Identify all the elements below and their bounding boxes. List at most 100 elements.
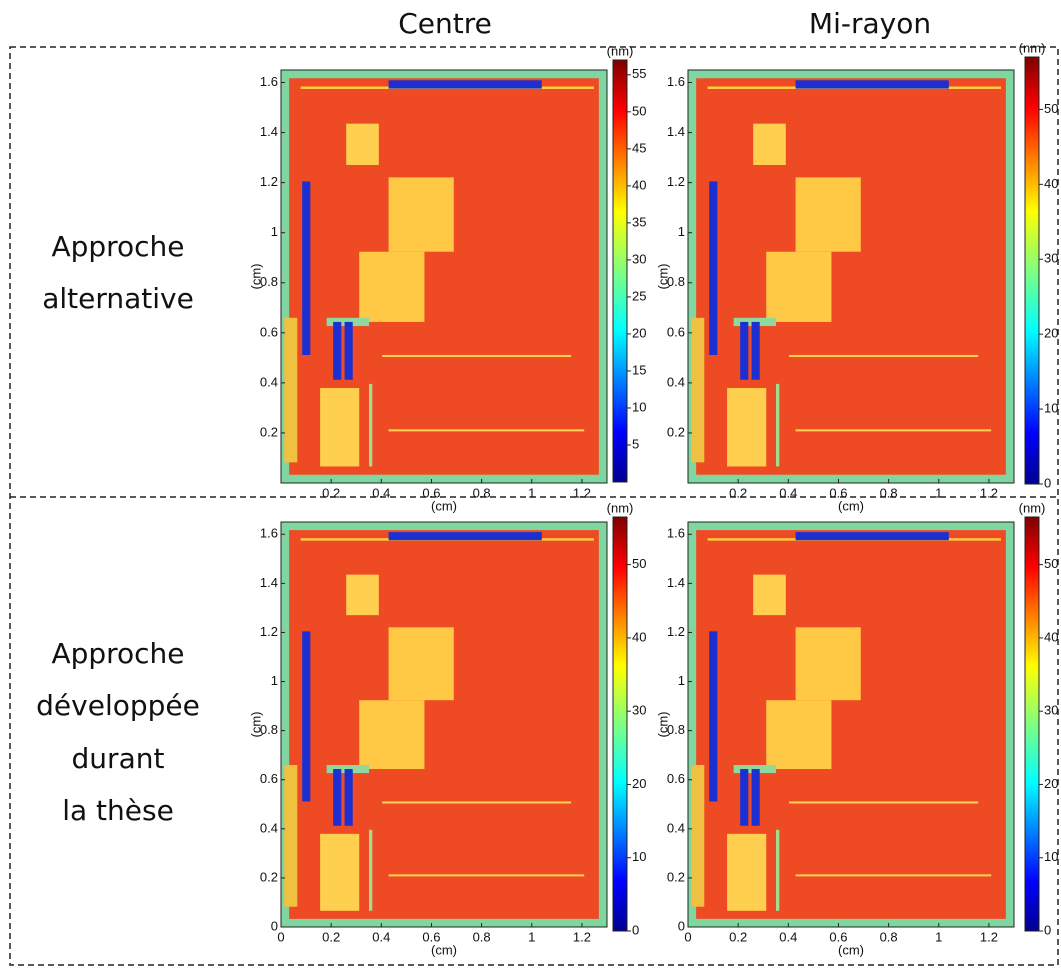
y-tick-label: 0.8 — [260, 722, 278, 737]
map-feature — [688, 70, 1014, 79]
y-tick-label: 0.2 — [260, 424, 278, 439]
map-feature — [727, 833, 767, 911]
map-feature — [1005, 522, 1014, 927]
colorbar-tick-label: 55 — [632, 66, 646, 81]
colorbar-tick-label: 30 — [1044, 703, 1058, 718]
x-tick-label: 0.8 — [473, 929, 491, 944]
map-feature — [333, 321, 342, 380]
colorbar-label: (nm) — [1019, 500, 1046, 515]
colorbar-tick-label: 50 — [632, 103, 646, 118]
map-feature — [727, 388, 767, 467]
y-tick-label: 0.6 — [667, 771, 685, 786]
x-tick-label: 0.2 — [729, 485, 747, 500]
y-axis-label: (cm) — [248, 712, 263, 738]
map-feature — [598, 522, 607, 927]
colorbar-tick-label: 40 — [632, 629, 646, 644]
y-tick-label: 0.6 — [667, 324, 685, 339]
map-feature — [709, 181, 718, 355]
map-feature — [302, 631, 311, 802]
y-tick-label: 1 — [678, 673, 685, 688]
map-feature — [751, 769, 760, 826]
map-feature — [281, 474, 607, 483]
plot-border — [280, 521, 608, 928]
row-label: Approche — [51, 637, 184, 670]
colorbar-tick-label: 10 — [632, 849, 646, 864]
y-tick-label: 0.8 — [260, 274, 278, 289]
x-tick-label: 0.6 — [829, 485, 847, 500]
colorbar-tick-label: 30 — [632, 703, 646, 718]
map-feature — [688, 522, 1014, 531]
map-feature — [369, 829, 373, 911]
colorbar — [612, 516, 628, 932]
map-feature — [751, 321, 760, 380]
y-tick-label: 1 — [271, 224, 278, 239]
map-feature — [776, 383, 780, 467]
x-axis-label: (cm) — [431, 498, 457, 513]
y-tick-label: 1.2 — [260, 174, 278, 189]
map-feature — [281, 70, 290, 483]
map-feature — [382, 801, 572, 804]
map-feature — [344, 769, 353, 826]
colorbar-tick-label: 40 — [632, 177, 646, 192]
map-feature — [388, 177, 454, 252]
colorbar-tick-label: 10 — [1044, 401, 1058, 416]
column-header: Mi-rayon — [809, 7, 931, 40]
x-tick-label: 0.8 — [880, 485, 898, 500]
y-tick-label: 0.8 — [667, 274, 685, 289]
y-tick-label: 1.4 — [260, 124, 278, 139]
map-feature — [789, 354, 979, 358]
map-feature — [284, 765, 298, 907]
y-tick-label: 0.4 — [667, 374, 685, 389]
map-feature — [598, 70, 607, 483]
y-tick-label: 1.6 — [260, 74, 278, 89]
y-tick-label: 1.2 — [260, 624, 278, 639]
map-feature — [753, 574, 786, 616]
y-tick-label: 1.4 — [667, 575, 685, 590]
y-tick-label: 1.6 — [667, 74, 685, 89]
x-tick-label: 1 — [528, 929, 535, 944]
map-feature — [320, 833, 360, 911]
x-tick-label: 0.2 — [322, 485, 340, 500]
map-feature — [320, 388, 360, 467]
colorbar-tick-label: 40 — [1044, 176, 1058, 191]
x-axis-label: (cm) — [838, 942, 864, 957]
row-label: Approche — [51, 230, 184, 263]
map-feature — [382, 354, 572, 358]
map-feature — [388, 429, 585, 432]
colorbar-tick-label: 45 — [632, 140, 646, 155]
colorbar-tick-label: 20 — [632, 776, 646, 791]
x-tick-label: 1.2 — [573, 485, 591, 500]
map-feature — [691, 317, 705, 463]
y-axis-label: (cm) — [655, 264, 670, 290]
y-tick-label: 1.4 — [667, 124, 685, 139]
plot-border — [687, 69, 1015, 484]
colorbar-tick-label: 20 — [1044, 326, 1058, 341]
x-tick-label: 0.6 — [422, 929, 440, 944]
map-feature — [359, 700, 425, 770]
x-tick-label: 0.8 — [880, 929, 898, 944]
x-tick-label: 1.2 — [980, 929, 998, 944]
colorbar-tick-label: 0 — [632, 922, 639, 937]
map-feature — [776, 829, 780, 911]
y-tick-label: 0.4 — [260, 374, 278, 389]
colorbar-label: (nm) — [607, 43, 634, 58]
colorbar-tick-label: 30 — [632, 251, 646, 266]
colorbar-label: (nm) — [607, 500, 634, 515]
y-tick-label: 1 — [271, 673, 278, 688]
map-feature — [795, 874, 992, 877]
x-tick-label: 0 — [684, 929, 691, 944]
x-tick-label: 1 — [935, 485, 942, 500]
plot-border — [280, 69, 608, 484]
map-feature — [688, 522, 697, 927]
map-feature — [688, 474, 1014, 483]
map-feature — [281, 918, 607, 927]
y-tick-label: 0.2 — [260, 869, 278, 884]
x-axis-label: (cm) — [431, 942, 457, 957]
x-tick-label: 0.4 — [372, 929, 390, 944]
y-tick-label: 1.4 — [260, 575, 278, 590]
x-tick-label: 0.2 — [729, 929, 747, 944]
colorbar-tick-label: 30 — [1044, 251, 1058, 266]
colorbar-tick-label: 25 — [632, 288, 646, 303]
y-tick-label: 1 — [678, 224, 685, 239]
